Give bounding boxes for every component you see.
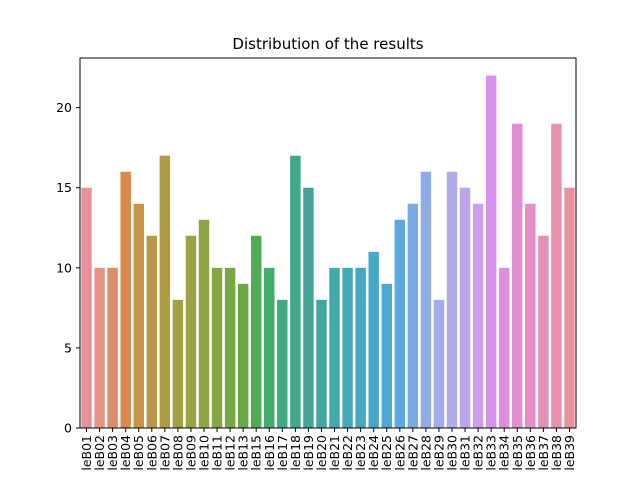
x-tick-label: leB16 [262, 435, 277, 471]
x-tick-label: leB34 [497, 435, 512, 471]
bar-leB10 [198, 219, 210, 428]
bar-leB08 [172, 299, 184, 428]
y-tick-label: 5 [64, 340, 72, 355]
x-tick-label: leB19 [301, 435, 316, 471]
x-tick-label: leB28 [418, 435, 433, 471]
bar-leB05 [133, 203, 144, 428]
bar-leB26 [394, 219, 406, 428]
bar-leB21 [329, 267, 340, 428]
x-tick-label: leB18 [288, 435, 303, 471]
bar-leB09 [185, 235, 197, 428]
bar-leB39 [564, 187, 575, 428]
x-tick-label: leB11 [210, 435, 225, 471]
bar-leB13 [237, 283, 249, 428]
x-tick-label: leB02 [92, 435, 107, 471]
x-tick-label: leB05 [131, 435, 146, 471]
bar-leB37 [538, 235, 549, 428]
x-axis: leB01leB02leB03leB04leB05leB06leB07leB08… [79, 428, 577, 471]
x-tick-label: leB38 [549, 435, 564, 471]
x-tick-label: leB36 [523, 435, 538, 471]
x-tick-label: leB27 [405, 435, 420, 471]
bar-leB11 [211, 267, 223, 428]
bar-leB12 [224, 267, 236, 428]
bar-leB23 [355, 267, 366, 428]
bar-leB31 [459, 187, 471, 428]
bar-leB03 [107, 267, 118, 428]
x-tick-label: leB37 [536, 435, 551, 471]
bar-leB19 [303, 187, 314, 428]
x-tick-label: leB08 [170, 435, 185, 471]
bar-leB04 [120, 171, 131, 428]
x-tick-label: leB24 [366, 435, 381, 471]
bar-leB01 [81, 187, 92, 428]
x-tick-label: leB20 [314, 435, 329, 471]
bar-leB20 [316, 299, 327, 428]
x-tick-label: leB32 [471, 435, 486, 471]
chart-title: Distribution of the results [232, 35, 423, 53]
bar-leB24 [368, 251, 379, 428]
bar-leB33 [485, 75, 497, 429]
bar-leB06 [146, 235, 158, 428]
x-tick-label: leB33 [484, 435, 499, 471]
x-tick-label: leB07 [157, 435, 172, 471]
x-tick-label: leB39 [562, 435, 577, 471]
x-tick-label: leB01 [79, 435, 94, 471]
x-tick-label: leB21 [327, 435, 342, 471]
x-tick-label: leB26 [392, 435, 407, 471]
x-tick-label: leB17 [275, 435, 290, 471]
y-tick-label: 15 [56, 180, 72, 195]
x-tick-label: leB35 [510, 435, 525, 471]
x-tick-label: leB23 [353, 435, 368, 471]
bar-leB29 [433, 299, 445, 428]
bar-leB27 [407, 203, 419, 428]
bar-leB35 [512, 123, 523, 429]
x-tick-label: leB30 [445, 435, 460, 471]
x-tick-label: leB13 [236, 435, 251, 471]
x-tick-label: leB12 [223, 435, 238, 471]
x-tick-label: leB04 [118, 435, 133, 471]
bar-leB15 [250, 235, 262, 428]
x-tick-label: leB29 [431, 435, 446, 471]
x-tick-label: leB10 [197, 435, 212, 471]
bar-leB32 [472, 203, 484, 428]
x-tick-label: leB15 [249, 435, 264, 471]
x-tick-label: leB09 [183, 435, 198, 471]
x-tick-label: leB03 [105, 435, 120, 471]
bar-leB38 [551, 123, 562, 429]
bar-leB25 [381, 283, 392, 428]
x-tick-label: leB31 [458, 435, 473, 471]
bar-leB28 [420, 171, 432, 428]
bar-leB34 [498, 267, 510, 428]
bar-leB07 [159, 155, 171, 428]
bar-leB22 [342, 267, 353, 428]
bar-leB36 [525, 203, 536, 428]
x-tick-label: leB06 [144, 435, 159, 471]
bar-leB18 [290, 155, 301, 428]
y-tick-label: 0 [64, 421, 72, 436]
y-tick-label: 20 [56, 100, 72, 115]
x-tick-label: leB22 [340, 435, 355, 471]
bar-leB17 [277, 299, 288, 428]
bar-leB02 [94, 267, 105, 428]
bars-layer [81, 75, 575, 429]
bar-leB16 [264, 267, 275, 428]
x-tick-label: leB25 [379, 435, 394, 471]
plot-frame [79, 57, 577, 429]
y-tick-label: 10 [56, 260, 72, 275]
bar-leB30 [446, 171, 458, 428]
y-axis: 0 5 10 15 20 [56, 100, 80, 436]
